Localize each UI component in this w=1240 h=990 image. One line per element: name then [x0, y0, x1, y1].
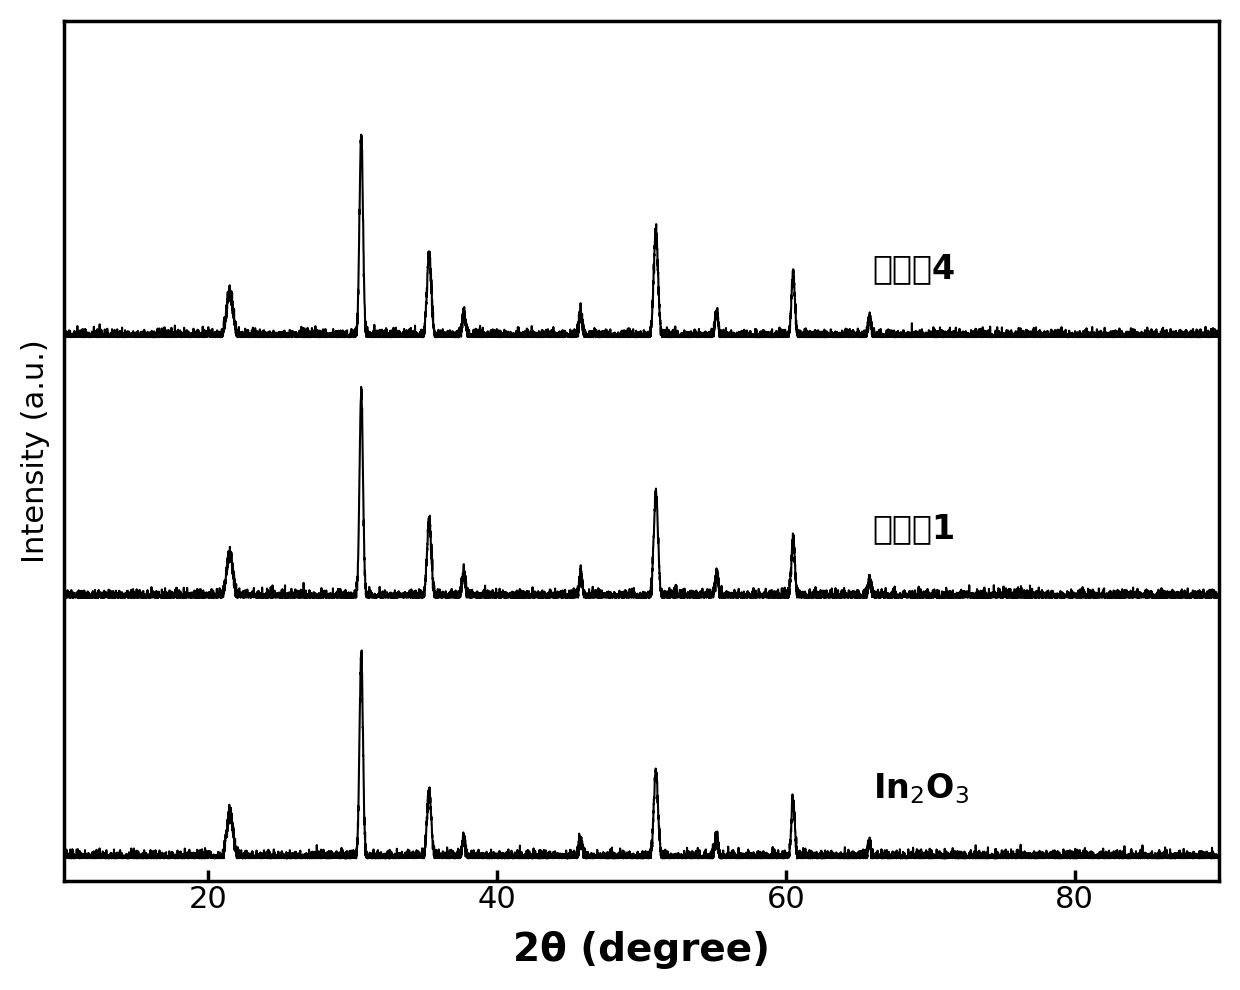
X-axis label: 2θ (degree): 2θ (degree) [513, 932, 770, 969]
Text: 实施兠4: 实施兠4 [873, 252, 956, 285]
Y-axis label: Intensity (a.u.): Intensity (a.u.) [21, 339, 50, 562]
Text: 实施兠1: 实施兠1 [873, 513, 956, 545]
Text: In$_2$O$_3$: In$_2$O$_3$ [873, 771, 968, 806]
